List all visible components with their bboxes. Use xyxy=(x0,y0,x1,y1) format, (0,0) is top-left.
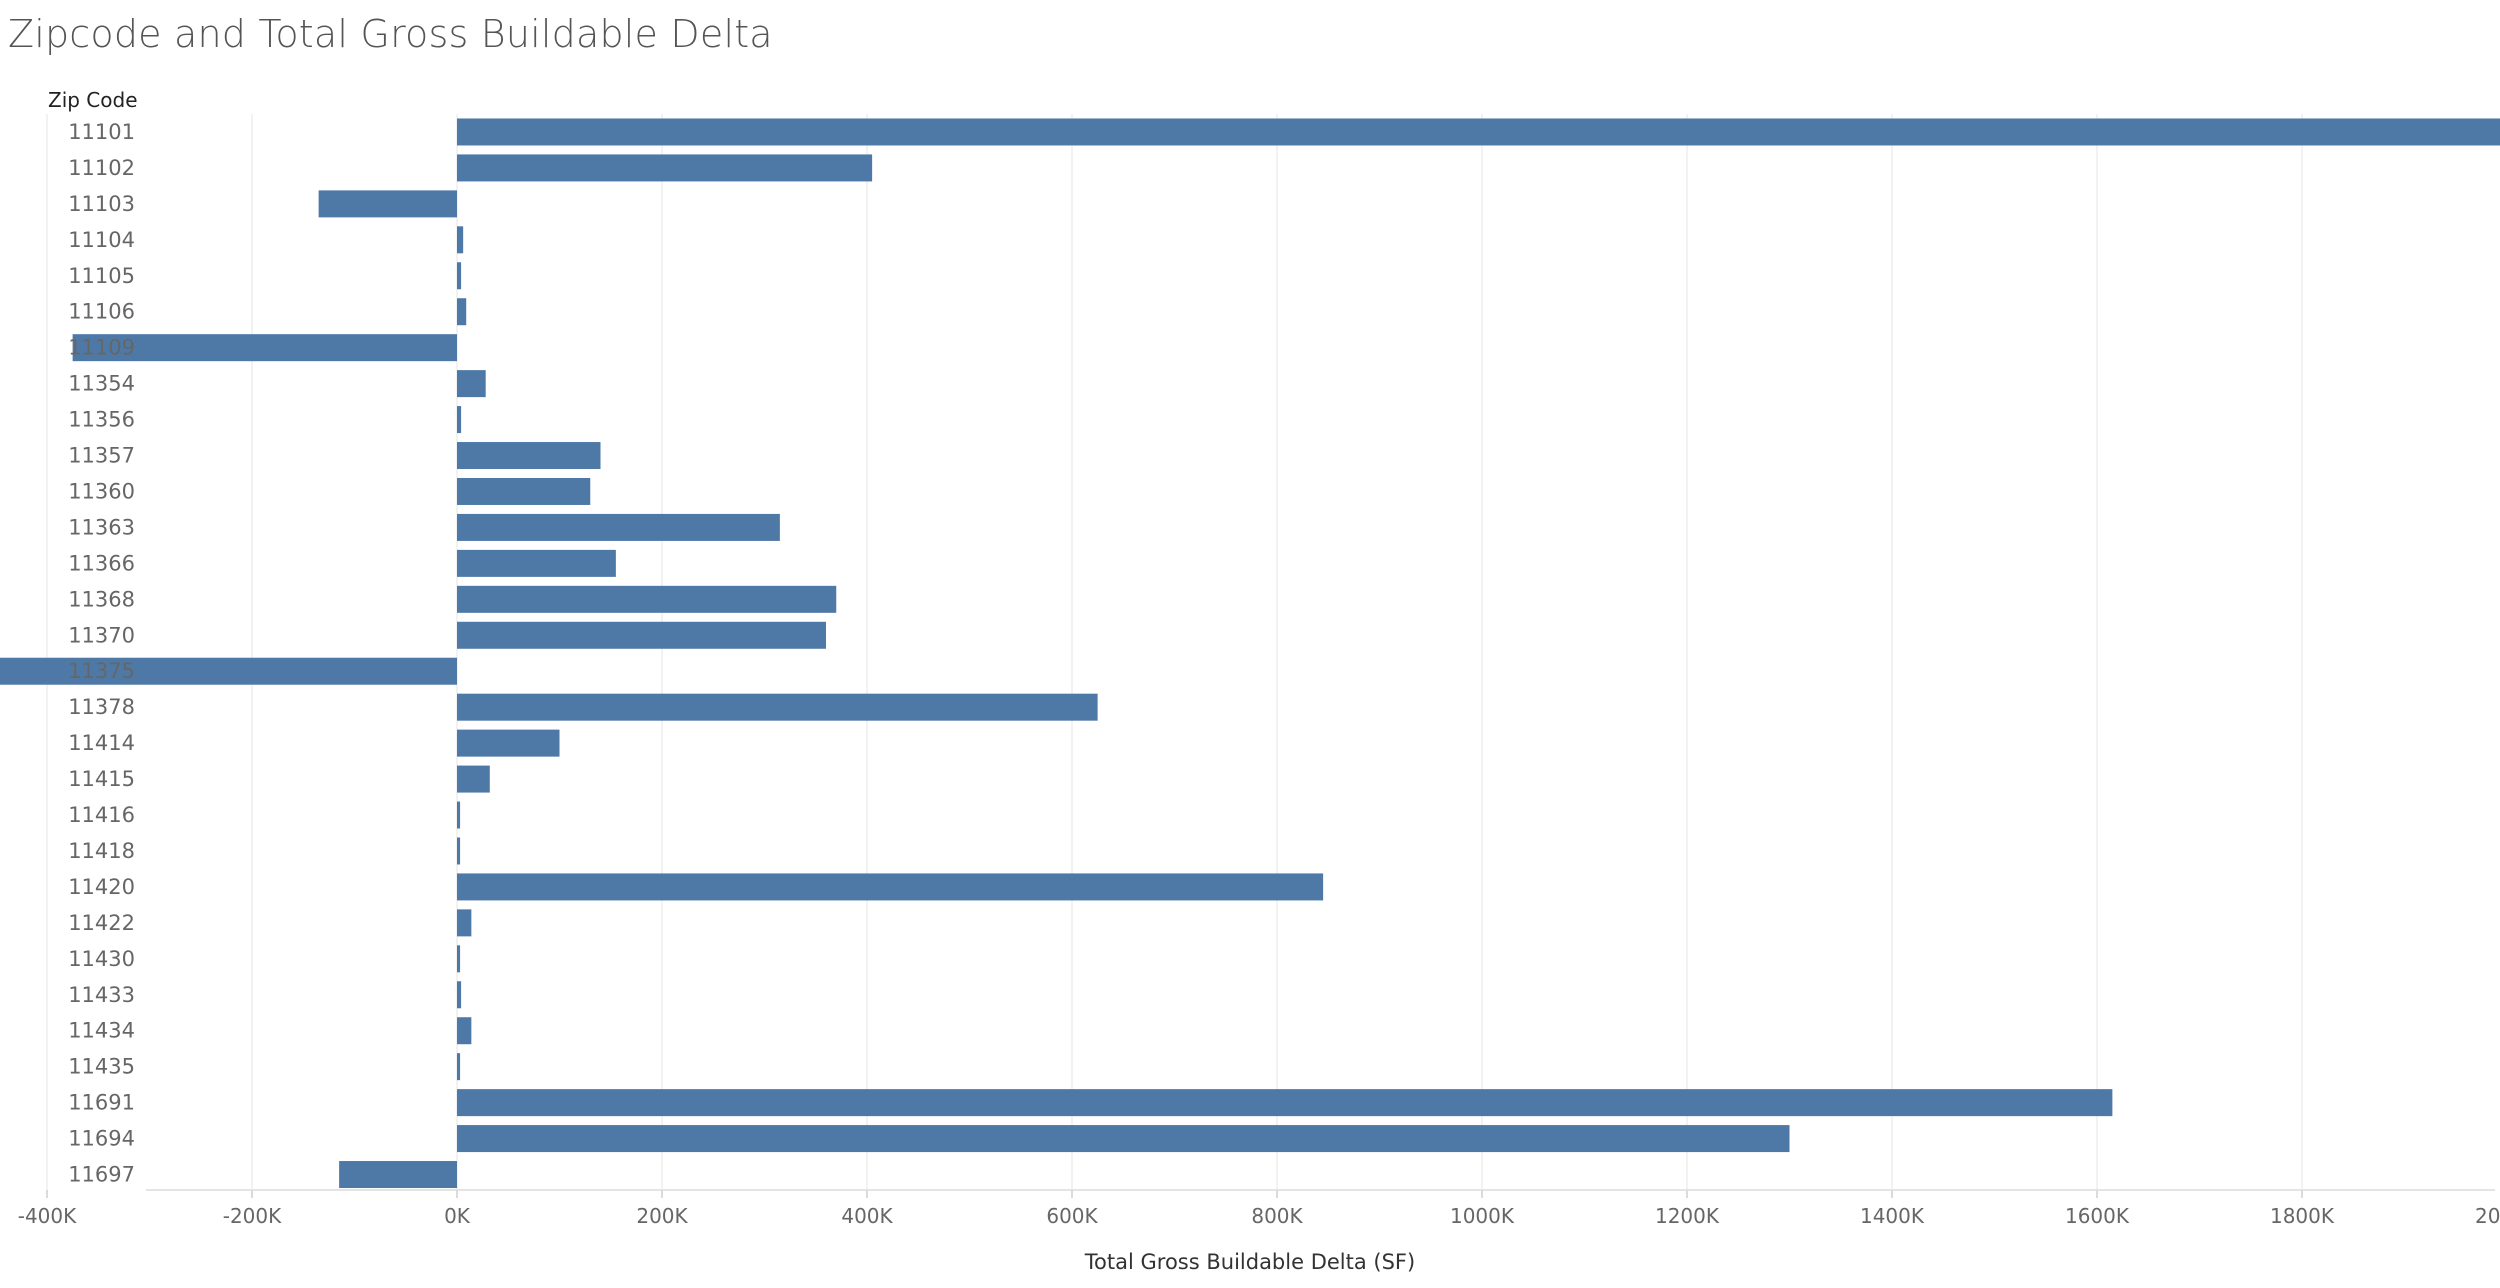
bar[interactable] xyxy=(457,1089,2113,1117)
bar[interactable] xyxy=(457,226,464,254)
bar[interactable] xyxy=(457,298,467,326)
x-tick-label: 800K xyxy=(1251,1204,1303,1228)
bars xyxy=(0,118,2500,1189)
y-tick-label: 11109 xyxy=(68,336,135,360)
bar[interactable] xyxy=(457,945,461,973)
bar[interactable] xyxy=(457,1017,472,1045)
bar[interactable] xyxy=(457,585,837,613)
bar[interactable] xyxy=(457,693,1098,721)
y-tick-label: 11416 xyxy=(68,803,135,827)
y-tick-label: 11434 xyxy=(68,1019,135,1043)
y-tick-label: 11691 xyxy=(68,1091,135,1115)
y-tick-label: 11375 xyxy=(68,659,135,683)
y-tick-label: 11102 xyxy=(68,156,135,180)
y-tick-label: 11697 xyxy=(68,1163,135,1187)
x-axis-label: Total Gross Buildable Delta (SF) xyxy=(1084,1250,1416,1274)
y-tick-label: 11363 xyxy=(68,515,135,539)
y-tick-label: 11370 xyxy=(68,623,135,647)
x-tick-label: 1000K xyxy=(1450,1204,1515,1228)
y-tick-label: 11103 xyxy=(68,192,135,216)
y-tick-label: 11430 xyxy=(68,947,135,971)
x-tick-label: 600K xyxy=(1046,1204,1098,1228)
bar[interactable] xyxy=(457,621,826,649)
x-tick-label: 1800K xyxy=(2270,1204,2335,1228)
x-tick-label: 2000K xyxy=(2475,1204,2500,1228)
y-tick-label: 11105 xyxy=(68,264,135,288)
x-tick-label: 1400K xyxy=(1860,1204,1925,1228)
bar[interactable] xyxy=(457,370,486,398)
bar[interactable] xyxy=(457,154,873,182)
y-tick-label: 11435 xyxy=(68,1055,135,1079)
y-tick-label: 11360 xyxy=(68,479,135,503)
y-tick-label: 11433 xyxy=(68,983,135,1007)
y-tick-label: 11366 xyxy=(68,551,135,575)
x-tick-label: 200K xyxy=(636,1204,688,1228)
y-tick-label: 11418 xyxy=(68,839,135,863)
bar[interactable] xyxy=(318,190,457,218)
bar[interactable] xyxy=(72,334,457,362)
bar[interactable] xyxy=(457,837,461,865)
y-tick-label: 11101 xyxy=(68,120,135,144)
bar[interactable] xyxy=(457,909,472,937)
y-tick-label: 11356 xyxy=(68,408,135,432)
y-tick-label: 11694 xyxy=(68,1127,135,1151)
bar[interactable] xyxy=(339,1161,457,1189)
x-tick-label: -400K xyxy=(18,1204,77,1228)
bar[interactable] xyxy=(457,1125,1790,1153)
y-tick-label: 11420 xyxy=(68,875,135,899)
chart-title: Zipcode and Total Gross Buildable Delta xyxy=(8,12,773,56)
bar[interactable] xyxy=(457,513,780,541)
x-tick-label: 1600K xyxy=(2065,1204,2130,1228)
bar[interactable] xyxy=(457,477,591,505)
x-tick-label: 1200K xyxy=(1655,1204,1720,1228)
bar[interactable] xyxy=(457,801,461,829)
bar[interactable] xyxy=(457,262,462,290)
y-tick-labels: 11101 11102 11103 11104 11105 11106 11109 11354… xyxy=(68,120,135,1187)
x-tick-label: -200K xyxy=(223,1204,282,1228)
y-tick-label: 11106 xyxy=(68,300,135,324)
y-tick-label: 11354 xyxy=(68,372,135,396)
bar[interactable] xyxy=(0,657,457,685)
bar[interactable] xyxy=(457,765,490,793)
bar[interactable] xyxy=(457,729,560,757)
x-tick-label: 0K xyxy=(444,1204,471,1228)
bar[interactable] xyxy=(457,981,462,1009)
y-axis-header: Zip Code xyxy=(48,88,138,112)
bar[interactable] xyxy=(457,406,462,434)
y-tick-label: 11368 xyxy=(68,587,135,611)
y-tick-label: 11357 xyxy=(68,444,135,468)
x-tick-labels: -600K-400K-200K0K200K400K600K800K1000K12… xyxy=(18,1204,2500,1228)
bar[interactable] xyxy=(457,549,616,577)
y-tick-label: 11414 xyxy=(68,731,135,755)
y-tick-label: 11378 xyxy=(68,695,135,719)
gridlines xyxy=(46,114,2303,1190)
y-tick-label: 11422 xyxy=(68,911,135,935)
bar[interactable] xyxy=(457,442,601,470)
bar[interactable] xyxy=(457,1053,461,1081)
y-tick-label: 11415 xyxy=(68,767,135,791)
x-ticks xyxy=(46,1190,2303,1198)
x-tick-label: 400K xyxy=(841,1204,893,1228)
bar[interactable] xyxy=(457,873,1324,901)
bar[interactable] xyxy=(457,118,2500,146)
y-tick-label: 11104 xyxy=(68,228,135,252)
